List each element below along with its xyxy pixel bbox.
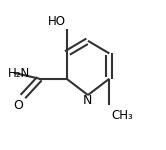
Text: H₂N: H₂N	[8, 67, 30, 80]
Text: CH₃: CH₃	[111, 109, 133, 122]
Text: N: N	[83, 94, 92, 107]
Text: HO: HO	[48, 15, 66, 28]
Text: O: O	[13, 99, 23, 112]
